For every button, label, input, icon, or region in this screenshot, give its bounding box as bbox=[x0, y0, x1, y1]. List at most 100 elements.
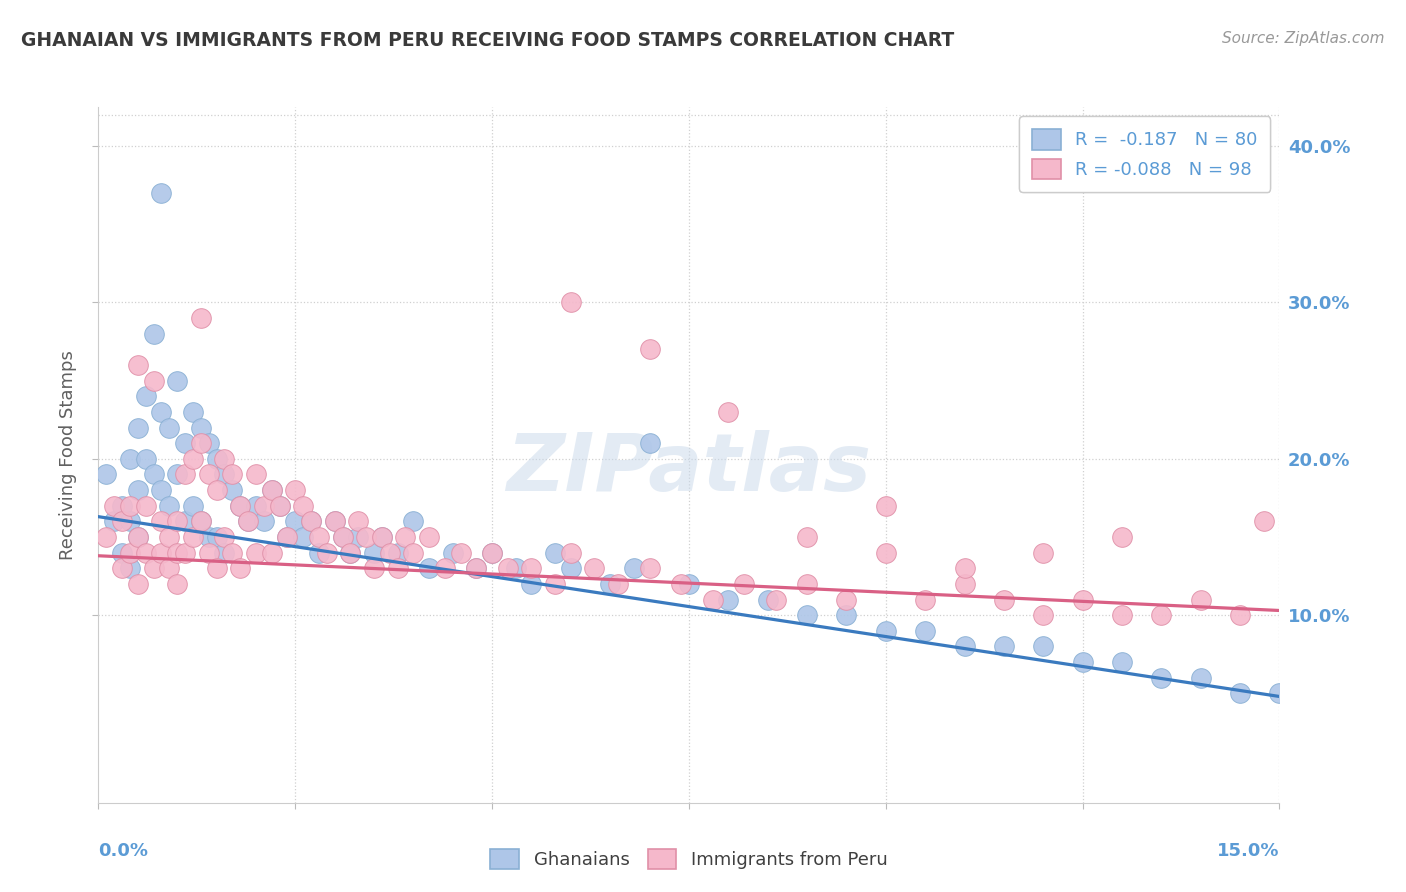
Point bbox=[638, 343, 661, 357]
Point bbox=[638, 561, 661, 575]
Point bbox=[96, 530, 118, 544]
Point bbox=[292, 530, 315, 544]
Text: Source: ZipAtlas.com: Source: ZipAtlas.com bbox=[1222, 31, 1385, 46]
Point bbox=[765, 592, 787, 607]
Point bbox=[347, 530, 370, 544]
Point bbox=[544, 577, 567, 591]
Text: 0.0%: 0.0% bbox=[98, 842, 149, 860]
Point bbox=[315, 546, 337, 560]
Point bbox=[284, 483, 307, 497]
Point bbox=[174, 467, 197, 482]
Point bbox=[371, 530, 394, 544]
Point bbox=[127, 577, 149, 591]
Point bbox=[205, 483, 228, 497]
Text: ZIPatlas: ZIPatlas bbox=[506, 430, 872, 508]
Point bbox=[378, 546, 401, 560]
Point bbox=[875, 546, 897, 560]
Point bbox=[560, 546, 582, 560]
Point bbox=[418, 561, 440, 575]
Point bbox=[236, 514, 259, 528]
Point bbox=[796, 530, 818, 544]
Point bbox=[702, 592, 724, 607]
Point bbox=[214, 530, 236, 544]
Point bbox=[166, 546, 188, 560]
Point bbox=[118, 499, 141, 513]
Point bbox=[717, 405, 740, 419]
Point bbox=[127, 530, 149, 544]
Point bbox=[236, 514, 259, 528]
Point bbox=[190, 514, 212, 528]
Point bbox=[953, 577, 976, 591]
Point bbox=[394, 530, 416, 544]
Point bbox=[118, 514, 141, 528]
Point bbox=[181, 530, 204, 544]
Point bbox=[1111, 608, 1133, 623]
Point bbox=[756, 592, 779, 607]
Point bbox=[292, 499, 315, 513]
Point bbox=[1111, 530, 1133, 544]
Point bbox=[1189, 671, 1212, 685]
Point bbox=[308, 530, 330, 544]
Point bbox=[221, 483, 243, 497]
Point bbox=[221, 546, 243, 560]
Point bbox=[127, 358, 149, 372]
Point bbox=[253, 514, 276, 528]
Point bbox=[111, 561, 134, 575]
Point bbox=[953, 561, 976, 575]
Point bbox=[111, 499, 134, 513]
Point bbox=[166, 514, 188, 528]
Point bbox=[835, 608, 858, 623]
Point bbox=[181, 499, 204, 513]
Point bbox=[166, 467, 188, 482]
Point bbox=[1229, 686, 1251, 700]
Point bbox=[520, 561, 543, 575]
Point bbox=[205, 530, 228, 544]
Point bbox=[260, 483, 283, 497]
Point bbox=[205, 561, 228, 575]
Point bbox=[135, 546, 157, 560]
Point bbox=[560, 295, 582, 310]
Point bbox=[260, 546, 283, 560]
Point bbox=[875, 624, 897, 638]
Point bbox=[332, 530, 354, 544]
Point bbox=[796, 608, 818, 623]
Point bbox=[1229, 608, 1251, 623]
Point bbox=[299, 514, 322, 528]
Point bbox=[363, 546, 385, 560]
Point bbox=[599, 577, 621, 591]
Point bbox=[1032, 546, 1054, 560]
Point bbox=[221, 467, 243, 482]
Point bbox=[481, 546, 503, 560]
Point bbox=[150, 546, 173, 560]
Point bbox=[323, 514, 346, 528]
Point bbox=[142, 326, 165, 341]
Point bbox=[354, 530, 377, 544]
Point bbox=[214, 467, 236, 482]
Point bbox=[347, 514, 370, 528]
Point bbox=[875, 499, 897, 513]
Point bbox=[733, 577, 755, 591]
Point bbox=[363, 561, 385, 575]
Point bbox=[308, 546, 330, 560]
Point bbox=[127, 420, 149, 434]
Point bbox=[118, 451, 141, 466]
Point bbox=[157, 530, 180, 544]
Point bbox=[214, 451, 236, 466]
Point bbox=[260, 483, 283, 497]
Point bbox=[1032, 640, 1054, 654]
Point bbox=[332, 530, 354, 544]
Text: GHANAIAN VS IMMIGRANTS FROM PERU RECEIVING FOOD STAMPS CORRELATION CHART: GHANAIAN VS IMMIGRANTS FROM PERU RECEIVI… bbox=[21, 31, 955, 50]
Point bbox=[253, 499, 276, 513]
Point bbox=[150, 186, 173, 200]
Point bbox=[127, 483, 149, 497]
Point bbox=[1268, 686, 1291, 700]
Point bbox=[1071, 592, 1094, 607]
Point bbox=[190, 420, 212, 434]
Point bbox=[190, 311, 212, 326]
Point bbox=[174, 514, 197, 528]
Point bbox=[269, 499, 291, 513]
Point bbox=[190, 436, 212, 450]
Point bbox=[135, 499, 157, 513]
Point bbox=[111, 546, 134, 560]
Point bbox=[142, 561, 165, 575]
